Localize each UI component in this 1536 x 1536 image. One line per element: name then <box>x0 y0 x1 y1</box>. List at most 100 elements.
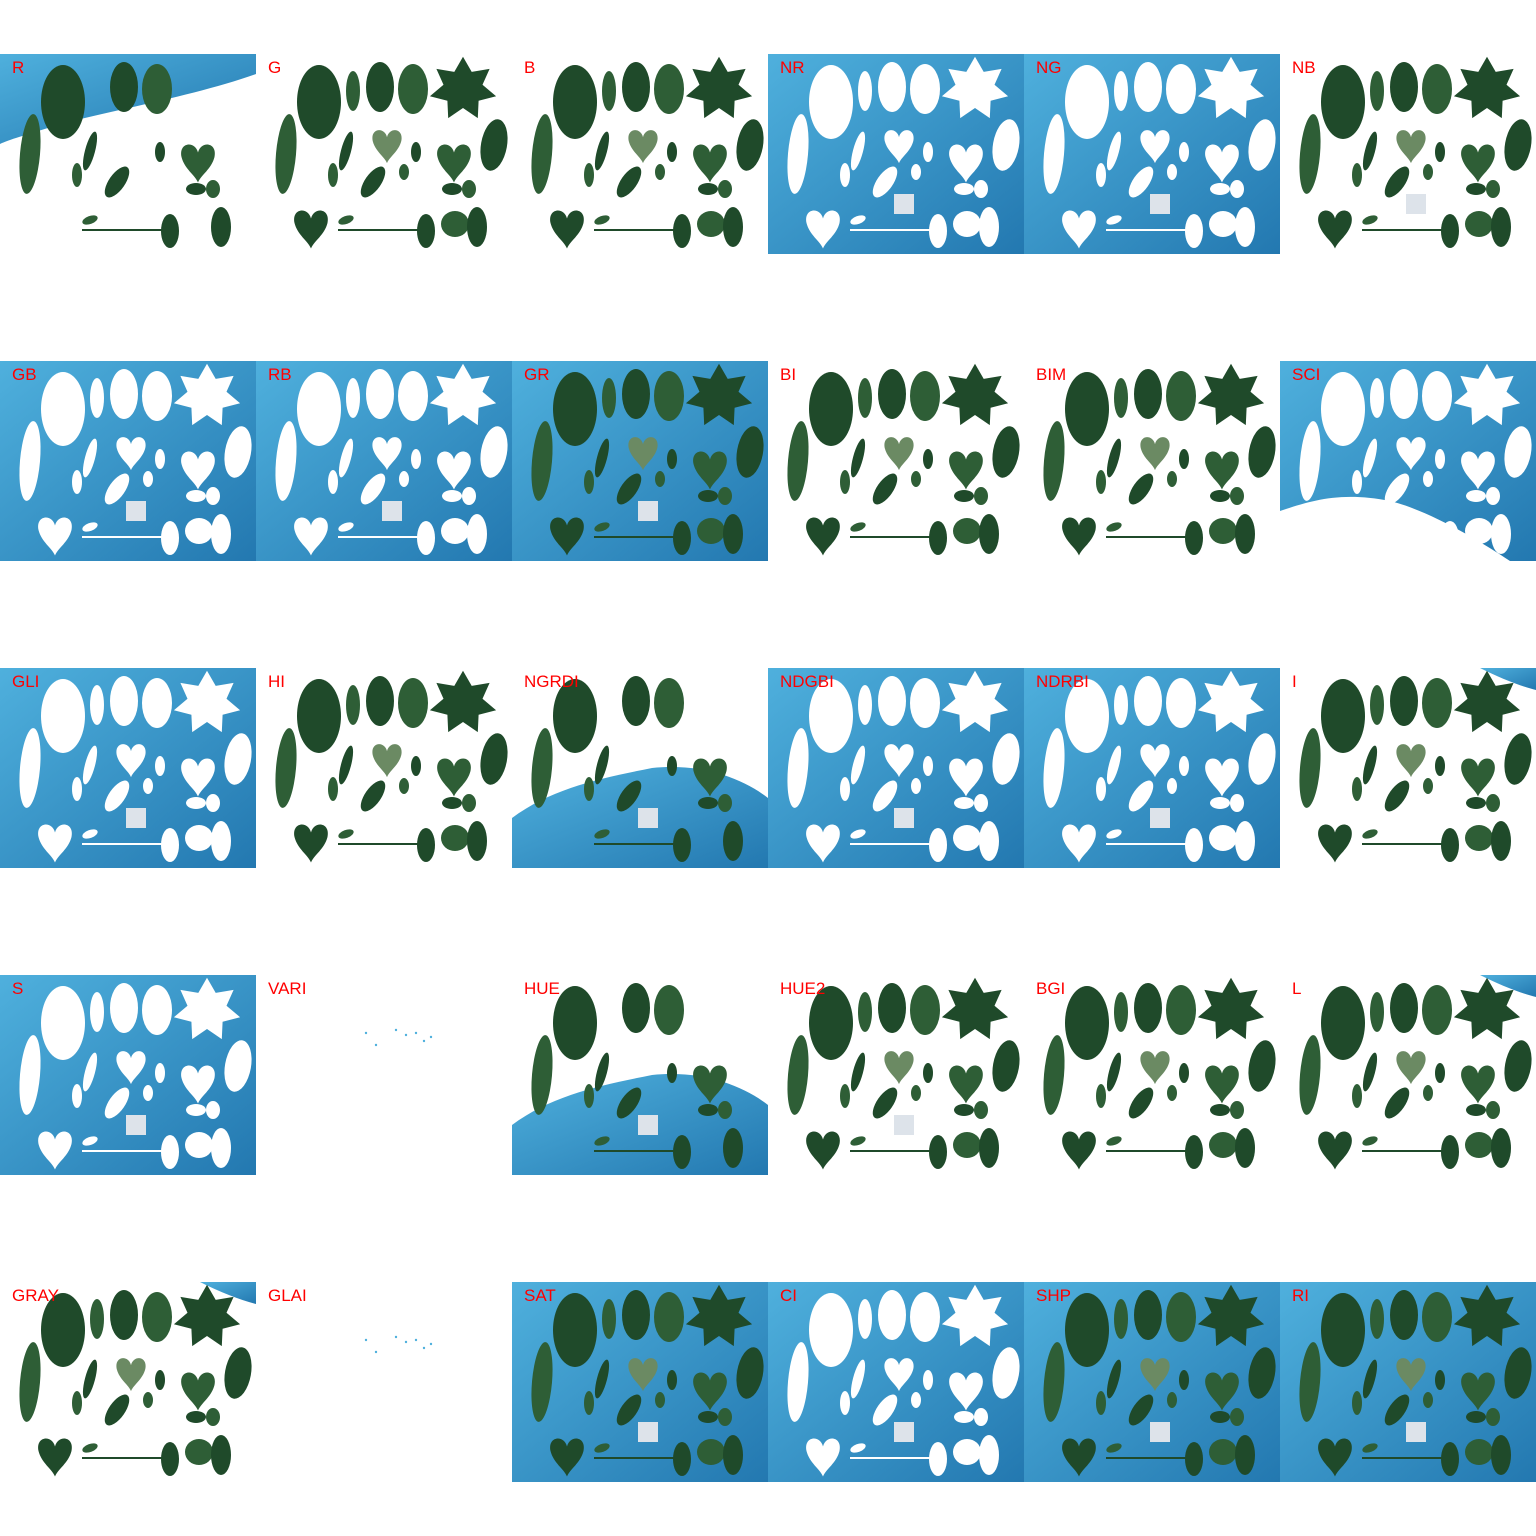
leaf <box>1465 211 1493 237</box>
leaf <box>553 1293 597 1367</box>
leaf <box>372 130 401 163</box>
leaf <box>697 211 725 237</box>
leaf <box>809 1293 853 1367</box>
leaf <box>911 778 921 794</box>
leaf <box>942 978 1008 1039</box>
leaf-image <box>256 1282 512 1482</box>
scale-bar <box>82 536 170 538</box>
speckle <box>415 1339 417 1341</box>
leaf <box>1096 163 1106 187</box>
leaf <box>655 471 665 487</box>
leaf <box>954 797 974 809</box>
index-panel-ndgbi: NDGBI <box>768 668 1024 868</box>
leaf <box>858 1299 872 1339</box>
leaf <box>185 1132 213 1158</box>
leaf <box>979 514 999 554</box>
speckle <box>395 1029 397 1031</box>
leaf <box>612 163 646 202</box>
leaf <box>840 1391 850 1415</box>
panel-label: R <box>12 59 24 76</box>
leaf-image <box>256 668 512 868</box>
leaf <box>942 364 1008 425</box>
leaf <box>1134 62 1162 112</box>
leaf <box>840 1084 850 1108</box>
leaf <box>1209 1132 1237 1158</box>
leaf <box>186 797 206 809</box>
leaf <box>211 1435 231 1475</box>
leaf-image <box>768 361 1024 561</box>
leaf <box>442 797 462 809</box>
leaf <box>328 470 338 494</box>
leaf <box>441 825 469 851</box>
leaf <box>1466 1104 1486 1116</box>
scale-bar <box>850 229 938 231</box>
leaf <box>1352 470 1362 494</box>
leaf <box>553 372 597 446</box>
panel-label: NDRBI <box>1036 673 1089 690</box>
scale-bar <box>594 1150 682 1152</box>
leaf <box>698 1104 718 1116</box>
leaf <box>1245 1038 1280 1094</box>
reference-square <box>1150 1422 1170 1442</box>
leaf <box>273 113 300 194</box>
leaf <box>923 142 933 162</box>
panel-label: GLI <box>12 673 39 690</box>
leaf <box>1318 211 1352 249</box>
leaf <box>100 163 134 202</box>
leaf <box>72 1391 82 1415</box>
leaf-image <box>1280 668 1536 868</box>
panel-label: VARI <box>268 980 306 997</box>
leaf <box>953 825 981 851</box>
leaf-image <box>1024 54 1280 254</box>
leaf <box>1235 514 1255 554</box>
leaf <box>1065 986 1109 1060</box>
leaf <box>979 207 999 247</box>
leaf-image <box>0 361 256 561</box>
leaf <box>584 163 594 187</box>
leaf <box>1423 778 1433 794</box>
index-panel-ngrdi: NGRDI <box>512 668 768 868</box>
leaf <box>1396 744 1425 777</box>
leaf <box>185 1439 213 1465</box>
speckle-noise <box>365 1029 432 1046</box>
leaf <box>186 1411 206 1423</box>
leaf <box>1209 518 1237 544</box>
leaf <box>974 180 988 198</box>
leaf <box>910 985 940 1035</box>
leaf <box>923 756 933 776</box>
leaf <box>1318 1132 1352 1170</box>
leaf <box>785 1034 812 1115</box>
leaf <box>142 985 172 1035</box>
leaf <box>1486 1101 1500 1119</box>
leaf-set <box>17 1285 256 1477</box>
leaf <box>1360 1051 1380 1092</box>
leaf <box>437 759 471 797</box>
index-panel-ri: RI <box>1280 1282 1536 1482</box>
panel-label: B <box>524 59 535 76</box>
leaf <box>297 679 341 753</box>
leaf <box>840 470 850 494</box>
leaf <box>697 518 725 544</box>
leaf <box>1501 731 1536 787</box>
leaf <box>1390 983 1418 1033</box>
leaf <box>1465 518 1493 544</box>
leaf <box>911 471 921 487</box>
leaf <box>72 163 82 187</box>
leaf <box>72 1084 82 1108</box>
leaf <box>294 825 328 863</box>
leaf <box>809 372 853 446</box>
leaf <box>809 65 853 139</box>
leaf <box>1486 180 1500 198</box>
leaf <box>1105 521 1123 534</box>
leaf <box>1491 207 1511 247</box>
leaf <box>910 64 940 114</box>
leaf <box>1297 727 1324 808</box>
leaf <box>1396 130 1425 163</box>
leaf <box>294 211 328 249</box>
leaf-set <box>273 671 512 863</box>
leaf <box>1435 1063 1445 1083</box>
leaf <box>155 449 165 469</box>
leaf <box>398 64 428 114</box>
reference-square <box>638 1115 658 1135</box>
